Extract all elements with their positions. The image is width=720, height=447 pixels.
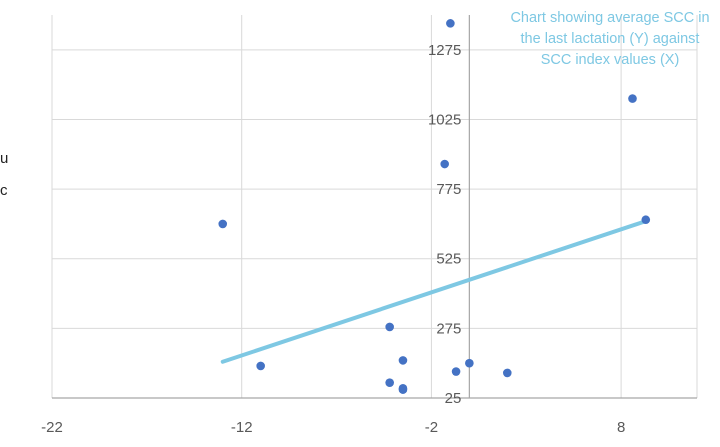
clipped-text-fragment-2: c xyxy=(0,182,8,199)
clipped-text-fragment-1: u xyxy=(0,150,9,167)
data-point xyxy=(502,368,512,378)
x-tick-label: -22 xyxy=(41,419,63,436)
trendline-line xyxy=(220,219,648,364)
gridlines xyxy=(51,15,698,399)
y-tick-label: 775 xyxy=(436,181,461,198)
data-point xyxy=(398,383,408,393)
data-point xyxy=(385,378,394,387)
data-point xyxy=(440,159,449,169)
x-tick-label: -12 xyxy=(231,419,253,436)
data-point xyxy=(465,358,474,368)
tick-labels: 25 275 525 775 1025 1275 -22 -12 -2 8 xyxy=(41,42,625,436)
data-point xyxy=(398,356,408,365)
data-point xyxy=(451,367,461,376)
y-tick-label: 525 xyxy=(436,251,461,268)
data-point xyxy=(628,94,637,103)
data-point xyxy=(641,215,651,225)
y-tick-label: 1025 xyxy=(428,111,461,128)
data-points xyxy=(218,19,651,394)
chart-title: Chart showing average SCC in the last la… xyxy=(510,10,710,68)
data-point xyxy=(218,219,228,229)
x-tick-label: -2 xyxy=(425,419,438,436)
y-tick-label: 1275 xyxy=(428,42,461,59)
x-tick-label: 8 xyxy=(617,419,625,436)
data-point xyxy=(256,361,265,371)
trendline xyxy=(220,219,648,364)
data-point xyxy=(446,19,455,28)
y-tick-label: 25 xyxy=(445,390,462,407)
y-tick-label: 275 xyxy=(436,320,461,337)
axes xyxy=(52,15,697,399)
data-point xyxy=(385,322,394,332)
